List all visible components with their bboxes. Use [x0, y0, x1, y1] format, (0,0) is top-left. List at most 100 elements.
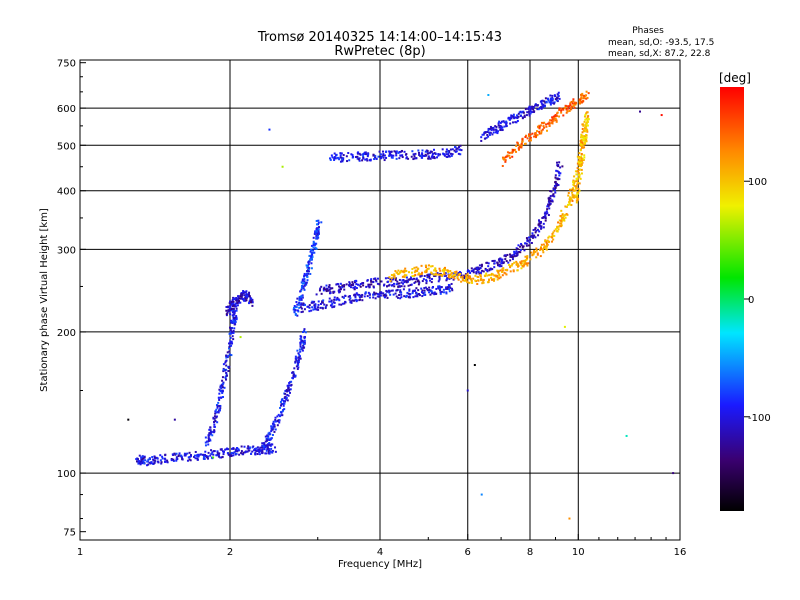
- data-point: [374, 279, 377, 282]
- data-point: [495, 128, 498, 131]
- data-point: [540, 106, 543, 109]
- data-point: [239, 295, 242, 298]
- data-point: [258, 453, 261, 456]
- data-point: [554, 174, 557, 177]
- data-point: [386, 296, 389, 299]
- data-point: [327, 289, 330, 292]
- data-point: [339, 286, 342, 289]
- data-point: [229, 340, 232, 343]
- data-point: [576, 170, 579, 173]
- data-point: [221, 379, 224, 382]
- data-point: [228, 345, 231, 348]
- data-point: [320, 292, 323, 295]
- data-point: [489, 125, 492, 128]
- data-point: [324, 305, 327, 308]
- data-point: [355, 280, 358, 283]
- data-point: [268, 452, 271, 455]
- data-point: [358, 295, 361, 298]
- data-point: [236, 449, 239, 452]
- data-point: [303, 280, 306, 283]
- data-point: [300, 281, 303, 284]
- data-point: [303, 339, 306, 342]
- data-point: [584, 113, 587, 116]
- data-point: [549, 94, 552, 97]
- data-point: [445, 148, 448, 151]
- data-point: [574, 189, 577, 192]
- data-point: [429, 151, 432, 154]
- data-point: [378, 150, 381, 153]
- data-point: [223, 386, 226, 389]
- data-point: [274, 418, 277, 421]
- data-point: [232, 302, 235, 305]
- data-point: [153, 455, 156, 458]
- data-point: [466, 280, 469, 283]
- data-point: [232, 331, 235, 334]
- data-point: [305, 272, 308, 275]
- data-point: [429, 289, 432, 292]
- data-point: [433, 155, 436, 158]
- data-point: [539, 248, 542, 251]
- data-point: [509, 259, 512, 262]
- data-point: [458, 146, 461, 149]
- data-point: [270, 428, 273, 431]
- data-point: [298, 306, 301, 309]
- data-point: [487, 135, 490, 138]
- data-point: [639, 110, 642, 113]
- data-point: [404, 267, 407, 270]
- data-point: [583, 136, 586, 139]
- data-point: [282, 400, 285, 403]
- data-point: [197, 454, 200, 457]
- data-point: [285, 389, 288, 392]
- data-point: [527, 244, 530, 247]
- data-point: [290, 380, 293, 383]
- data-point: [143, 456, 146, 459]
- data-point: [501, 156, 504, 159]
- data-point: [137, 458, 140, 461]
- data-point: [494, 274, 497, 277]
- data-point: [326, 288, 329, 291]
- data-point: [331, 287, 334, 290]
- data-point: [241, 453, 244, 456]
- data-point: [214, 410, 217, 413]
- data-point: [264, 446, 267, 449]
- data-point: [347, 295, 350, 298]
- data-point: [563, 214, 566, 217]
- data-point: [579, 144, 582, 147]
- data-point: [583, 146, 586, 149]
- data-point: [448, 274, 451, 277]
- data-point: [228, 342, 231, 345]
- data-point: [209, 454, 212, 457]
- data-point: [493, 274, 496, 277]
- data-point: [217, 455, 220, 458]
- data-point: [239, 336, 242, 339]
- data-point: [301, 286, 304, 289]
- data-point: [486, 130, 489, 133]
- data-point: [412, 296, 415, 299]
- data-point: [142, 460, 145, 463]
- data-point: [478, 272, 481, 275]
- data-point: [302, 302, 305, 305]
- data-point: [491, 278, 494, 281]
- data-point: [303, 272, 306, 275]
- data-point: [161, 455, 164, 458]
- data-point: [209, 433, 212, 436]
- data-point: [219, 407, 222, 410]
- data-point: [580, 168, 583, 171]
- data-point: [417, 272, 420, 275]
- data-point: [223, 369, 226, 372]
- data-point: [297, 303, 300, 306]
- data-point: [498, 126, 501, 129]
- data-point: [213, 425, 216, 428]
- data-point: [544, 217, 547, 220]
- data-point: [551, 96, 554, 99]
- data-point: [570, 108, 573, 111]
- data-point: [296, 297, 299, 300]
- data-point: [503, 271, 506, 274]
- data-point: [210, 449, 213, 452]
- data-point: [412, 289, 415, 292]
- data-point: [276, 424, 279, 427]
- data-point: [229, 332, 232, 335]
- data-point: [551, 94, 554, 97]
- data-point: [530, 251, 533, 254]
